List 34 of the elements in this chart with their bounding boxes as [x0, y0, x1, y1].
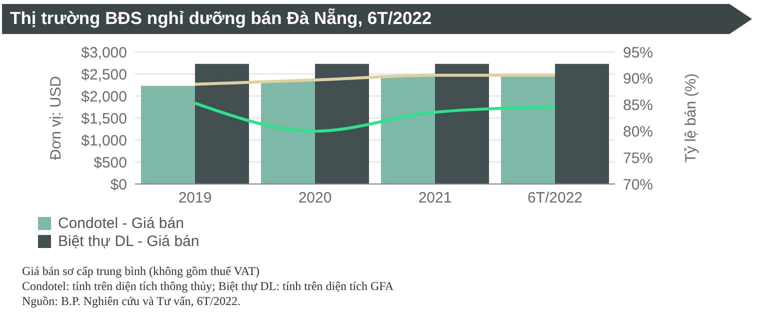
y2-tick-label: 80%: [623, 124, 654, 141]
y2-tick-label: 95%: [623, 44, 654, 62]
y2-tick-label: 70%: [623, 176, 654, 194]
y-tick-label: $2,000: [81, 88, 127, 106]
y-tick-label: $1,000: [81, 132, 127, 150]
legend-label: Condotel - Giá bán: [58, 214, 184, 232]
bar: [381, 75, 435, 184]
legend-label: Biệt thự DL - Giá bán: [58, 232, 200, 250]
x-tick-label: 6T/2022: [527, 190, 583, 207]
y-tick-label: $2,500: [81, 66, 127, 84]
bar: [501, 75, 555, 184]
text: Condotel: tính trên diện tích thông thủy; Biệt thự DL: tính trên diện tích GFA: [22, 279, 394, 294]
y-tick-label: $3,000: [81, 44, 127, 62]
text: Giá bán sơ cấp trung bình (không gồm thuế VAT): [22, 264, 261, 279]
y-axis-title: Đơn vị: USD: [47, 76, 64, 160]
bar: [315, 64, 369, 184]
bar: [555, 64, 609, 184]
bar: [141, 86, 195, 184]
y-tick-label: $1,500: [81, 110, 127, 128]
chart-title: Thị trường BĐS nghỉ dưỡng bán Đà Nẵng, 6T/2022: [10, 8, 432, 29]
x-tick-label: 2020: [298, 190, 332, 207]
y-tick-label: $500: [94, 154, 127, 172]
text: Nguồn: B.P. Nghiên cứu và Tư vấn, 6T/2022.: [22, 294, 242, 309]
y-tick-label: $0: [110, 176, 127, 194]
bar: [261, 81, 315, 184]
x-tick-label: 2019: [178, 190, 212, 207]
bar: [435, 64, 489, 184]
y2-axis-title: Tỷ lệ bán (%): [682, 73, 700, 163]
x-tick-label: 2021: [418, 190, 452, 207]
y2-tick-label: 75%: [623, 150, 654, 167]
bar: [195, 64, 249, 184]
y2-tick-label: 90%: [623, 70, 654, 88]
y2-tick-label: 85%: [623, 97, 654, 114]
line-series: [194, 102, 556, 133]
